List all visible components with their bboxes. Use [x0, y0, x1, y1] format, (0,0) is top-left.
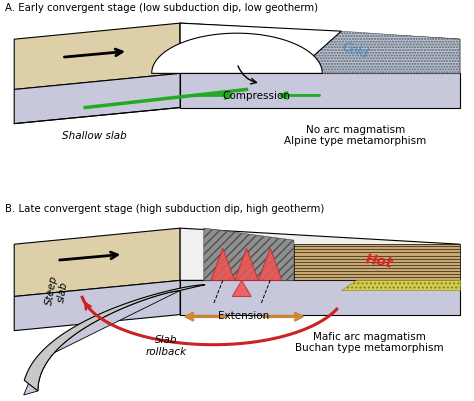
Polygon shape	[258, 249, 282, 281]
Text: Hot: Hot	[365, 251, 394, 270]
Text: Extension: Extension	[219, 310, 270, 320]
Polygon shape	[294, 245, 460, 281]
Polygon shape	[152, 34, 322, 74]
Polygon shape	[180, 229, 460, 281]
Text: Cold: Cold	[341, 40, 370, 60]
Text: No arc magmatism
Alpine type metamorphism: No arc magmatism Alpine type metamorphis…	[284, 124, 427, 146]
Polygon shape	[180, 74, 460, 108]
Polygon shape	[232, 281, 251, 297]
Text: Slab
rollback: Slab rollback	[146, 334, 186, 356]
Polygon shape	[180, 24, 460, 74]
Polygon shape	[294, 32, 460, 74]
Text: Compression: Compression	[222, 91, 290, 101]
Polygon shape	[24, 291, 180, 395]
Polygon shape	[24, 285, 205, 391]
Text: A. Early convergent stage (low subduction dip, low geotherm): A. Early convergent stage (low subductio…	[5, 3, 318, 13]
Text: Mafic arc magmatism
Buchan type metamorphism: Mafic arc magmatism Buchan type metamorp…	[295, 331, 444, 352]
Polygon shape	[14, 229, 180, 297]
Polygon shape	[180, 281, 460, 315]
Polygon shape	[14, 281, 180, 331]
Polygon shape	[211, 249, 235, 281]
Text: Shallow slab: Shallow slab	[63, 130, 127, 140]
Polygon shape	[180, 24, 341, 74]
Polygon shape	[14, 74, 180, 124]
Text: B. Late convergent stage (high subduction dip, high geotherm): B. Late convergent stage (high subductio…	[5, 203, 324, 213]
Polygon shape	[204, 229, 294, 281]
Polygon shape	[235, 249, 258, 281]
Polygon shape	[356, 281, 460, 287]
Polygon shape	[14, 24, 180, 90]
Text: Steep
slab: Steep slab	[44, 274, 70, 308]
Polygon shape	[341, 281, 460, 291]
